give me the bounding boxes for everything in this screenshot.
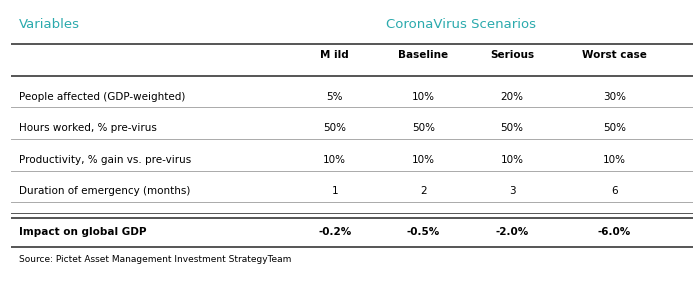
Text: 10%: 10% [603, 155, 626, 165]
Text: 10%: 10% [500, 155, 524, 165]
Text: Baseline: Baseline [398, 49, 449, 59]
Text: 50%: 50% [412, 123, 435, 133]
Text: 1: 1 [331, 186, 338, 196]
Text: Worst case: Worst case [582, 49, 647, 59]
Text: M ild: M ild [321, 49, 349, 59]
Text: 10%: 10% [323, 155, 346, 165]
Text: 10%: 10% [412, 155, 435, 165]
Text: -2.0%: -2.0% [496, 227, 528, 237]
Text: 50%: 50% [500, 123, 524, 133]
Text: CoronaVirus Scenarios: CoronaVirus Scenarios [386, 18, 536, 31]
Text: -0.2%: -0.2% [318, 227, 351, 237]
Text: Hours worked, % pre-virus: Hours worked, % pre-virus [19, 123, 157, 133]
Text: 2: 2 [420, 186, 427, 196]
Text: -0.5%: -0.5% [407, 227, 440, 237]
Text: Serious: Serious [490, 49, 534, 59]
Text: -6.0%: -6.0% [598, 227, 631, 237]
Text: Variables: Variables [19, 18, 80, 31]
Text: 50%: 50% [323, 123, 346, 133]
Text: Duration of emergency (months): Duration of emergency (months) [19, 186, 190, 196]
Text: Impact on global GDP: Impact on global GDP [19, 227, 146, 237]
Text: 5%: 5% [326, 92, 343, 102]
Text: Productivity, % gain vs. pre-virus: Productivity, % gain vs. pre-virus [19, 155, 191, 165]
Text: 3: 3 [509, 186, 515, 196]
Text: Source: Pictet Asset Management Investment StrategyTeam: Source: Pictet Asset Management Investme… [19, 255, 291, 264]
Text: 20%: 20% [500, 92, 524, 102]
Text: 10%: 10% [412, 92, 435, 102]
Text: 30%: 30% [603, 92, 626, 102]
Text: 50%: 50% [603, 123, 626, 133]
Text: People affected (GDP-weighted): People affected (GDP-weighted) [19, 92, 185, 102]
Text: 6: 6 [611, 186, 618, 196]
